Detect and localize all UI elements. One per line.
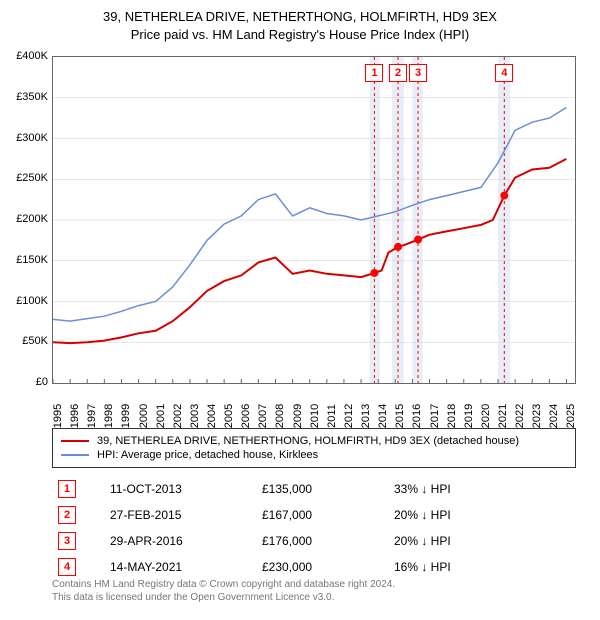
x-tick-label: 2010 (309, 404, 321, 428)
x-tick-label: 2022 (514, 404, 526, 428)
chart-title: 39, NETHERLEA DRIVE, NETHERTHONG, HOLMFI… (0, 0, 600, 43)
x-tick-label: 2012 (343, 404, 355, 428)
x-tick-label: 1998 (103, 404, 115, 428)
x-tick-label: 2015 (394, 404, 406, 428)
sale-price: £167,000 (256, 502, 388, 528)
sale-marker-box: 2 (58, 506, 76, 524)
title-line-2: Price paid vs. HM Land Registry's House … (0, 26, 600, 44)
x-tick-label: 2023 (531, 404, 543, 428)
table-row: 3 29-APR-2016£176,00020% ↓ HPI (52, 528, 576, 554)
sale-marker-box: 1 (58, 480, 76, 498)
x-tick-label: 1997 (86, 404, 98, 428)
y-tick-label: £200K (8, 213, 48, 225)
x-tick-label: 2011 (326, 404, 338, 428)
x-tick-label: 2002 (172, 404, 184, 428)
x-tick-label: 2019 (463, 404, 475, 428)
legend-label: 39, NETHERLEA DRIVE, NETHERTHONG, HOLMFI… (97, 435, 519, 447)
sale-date: 29-APR-2016 (104, 528, 256, 554)
sale-date: 27-FEB-2015 (104, 502, 256, 528)
table-row: 1 11-OCT-2013£135,00033% ↓ HPI (52, 476, 576, 502)
x-tick-label: 2014 (377, 404, 389, 428)
y-tick-label: £400K (8, 50, 48, 62)
sales-table: 1 11-OCT-2013£135,00033% ↓ HPI 2 27-FEB-201… (52, 476, 576, 580)
x-tick-label: 2018 (446, 404, 458, 428)
x-tick-label: 2007 (257, 404, 269, 428)
sale-marker-box: 4 (58, 558, 76, 576)
x-tick-label: 1996 (69, 404, 81, 428)
y-tick-label: £250K (8, 172, 48, 184)
x-tick-label: 2004 (206, 404, 218, 428)
y-tick-label: £350K (8, 91, 48, 103)
x-tick-label: 2000 (138, 404, 150, 428)
y-tick-label: £300K (8, 132, 48, 144)
x-tick-label: 1995 (52, 404, 64, 428)
legend-swatch (61, 454, 89, 456)
x-tick-label: 2024 (548, 404, 560, 428)
y-tick-label: £0 (8, 376, 48, 388)
sale-marker-box: 3 (58, 532, 76, 550)
x-tick-label: 2020 (480, 404, 492, 428)
x-tick-label: 2017 (429, 404, 441, 428)
x-tick-label: 2008 (274, 404, 286, 428)
attribution: Contains HM Land Registry data © Crown c… (52, 578, 576, 604)
legend-item: HPI: Average price, detached house, Kirk… (61, 448, 567, 462)
sale-price: £230,000 (256, 554, 388, 580)
chart-plot-area (52, 56, 576, 384)
legend-swatch (61, 440, 89, 442)
sale-date: 14-MAY-2021 (104, 554, 256, 580)
sale-marker-box: 2 (389, 64, 407, 82)
x-tick-label: 2013 (360, 404, 372, 428)
y-tick-label: £150K (8, 254, 48, 266)
sale-date: 11-OCT-2013 (104, 476, 256, 502)
sale-marker-box: 4 (495, 64, 513, 82)
table-row: 4 14-MAY-2021£230,00016% ↓ HPI (52, 554, 576, 580)
x-tick-label: 2005 (223, 404, 235, 428)
x-tick-label: 2003 (189, 404, 201, 428)
x-tick-label: 1999 (120, 404, 132, 428)
y-tick-label: £100K (8, 295, 48, 307)
sale-pct: 33% ↓ HPI (388, 476, 576, 502)
sale-pct: 16% ↓ HPI (388, 554, 576, 580)
chart-svg (53, 57, 575, 383)
legend-label: HPI: Average price, detached house, Kirk… (97, 449, 318, 461)
sale-price: £176,000 (256, 528, 388, 554)
y-tick-label: £50K (8, 335, 48, 347)
sale-marker-box: 3 (409, 64, 427, 82)
attribution-line: This data is licensed under the Open Gov… (52, 591, 576, 604)
sale-pct: 20% ↓ HPI (388, 502, 576, 528)
x-tick-label: 2016 (411, 404, 423, 428)
x-tick-label: 2025 (565, 404, 577, 428)
table-row: 2 27-FEB-2015£167,00020% ↓ HPI (52, 502, 576, 528)
attribution-line: Contains HM Land Registry data © Crown c… (52, 578, 576, 591)
x-tick-label: 2009 (292, 404, 304, 428)
sale-pct: 20% ↓ HPI (388, 528, 576, 554)
title-line-1: 39, NETHERLEA DRIVE, NETHERTHONG, HOLMFI… (0, 8, 600, 26)
x-tick-label: 2006 (240, 404, 252, 428)
sale-marker-box: 1 (365, 64, 383, 82)
x-tick-label: 2001 (155, 404, 167, 428)
sale-price: £135,000 (256, 476, 388, 502)
x-tick-label: 2021 (497, 404, 509, 428)
legend-item: 39, NETHERLEA DRIVE, NETHERTHONG, HOLMFI… (61, 434, 567, 448)
legend: 39, NETHERLEA DRIVE, NETHERTHONG, HOLMFI… (52, 428, 576, 468)
